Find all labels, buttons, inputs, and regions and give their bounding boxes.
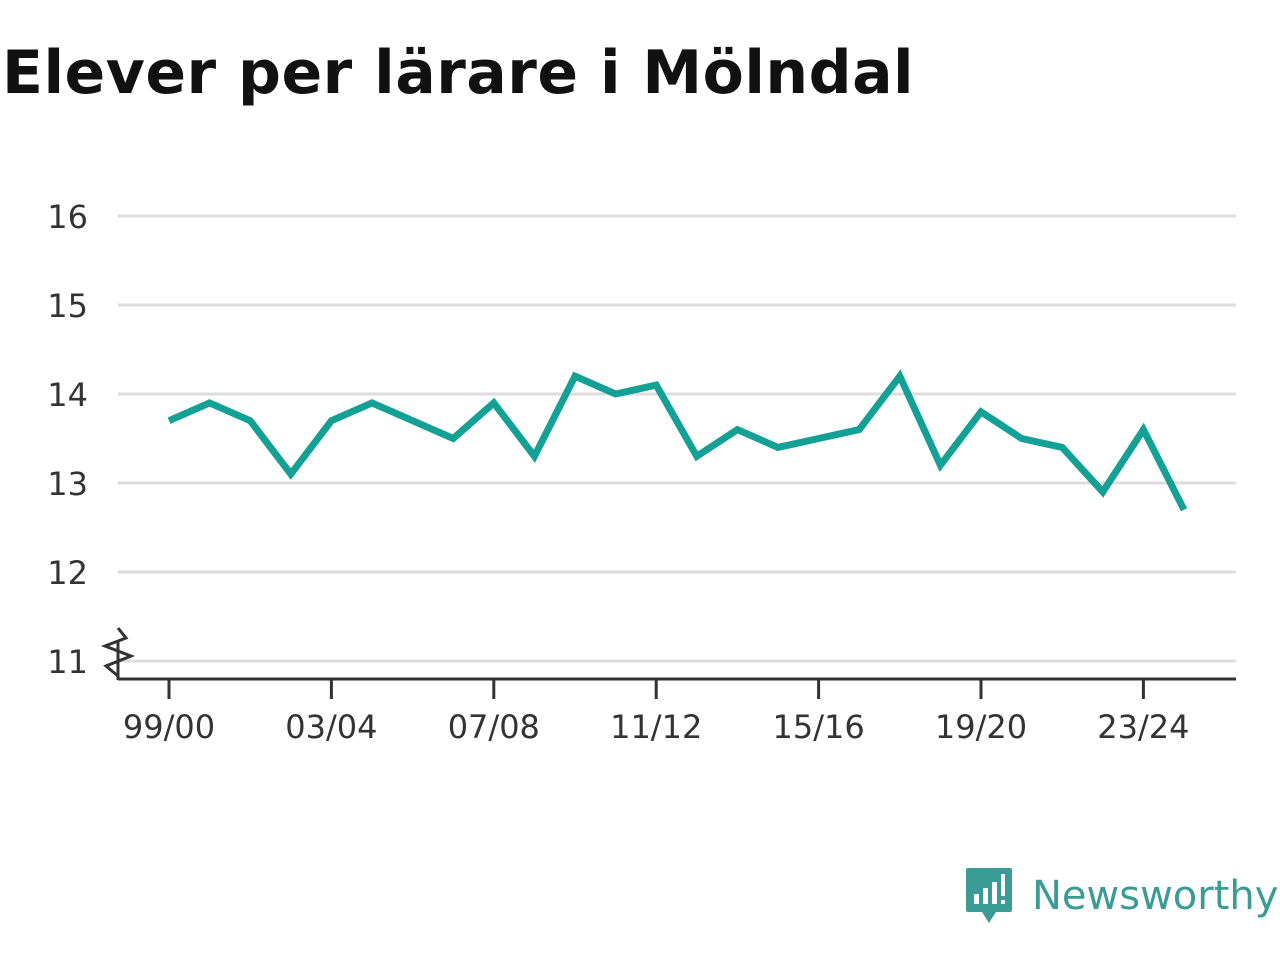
data-point bbox=[409, 417, 416, 424]
y-tick-label: 16 bbox=[47, 198, 88, 236]
x-tick-label: 07/08 bbox=[448, 708, 540, 746]
data-point bbox=[206, 399, 213, 406]
data-point bbox=[815, 435, 822, 442]
data-point bbox=[693, 453, 700, 460]
data-point bbox=[937, 462, 944, 469]
y-tick-label: 13 bbox=[47, 465, 88, 503]
series-layer bbox=[166, 369, 1188, 513]
y-tick-label: 11 bbox=[47, 643, 88, 681]
data-point bbox=[328, 417, 335, 424]
data-point bbox=[612, 391, 619, 398]
data-point bbox=[1181, 506, 1188, 513]
y-axis-labels: 11 12 13 14 15 16 bbox=[47, 198, 88, 681]
x-tick-label: 11/12 bbox=[610, 708, 702, 746]
gridlines bbox=[118, 214, 1236, 663]
axes bbox=[100, 627, 1236, 681]
y-tick-label: 15 bbox=[47, 287, 88, 325]
x-tick-label: 99/00 bbox=[123, 708, 215, 746]
data-point bbox=[775, 444, 782, 451]
data-point bbox=[531, 453, 538, 460]
data-point bbox=[1059, 444, 1066, 451]
newsworthy-logo-icon bbox=[966, 868, 1012, 923]
brand-name: Newsworthy bbox=[1032, 873, 1279, 919]
data-point bbox=[369, 399, 376, 406]
data-point bbox=[1099, 488, 1106, 495]
data-point bbox=[166, 417, 173, 424]
chart-title: Elever per lärare i Mölndal bbox=[2, 38, 915, 108]
x-tick-label: 15/16 bbox=[772, 708, 864, 746]
data-point bbox=[1018, 435, 1025, 442]
axis-break-icon bbox=[100, 627, 136, 678]
x-axis-labels: 99/00 03/04 07/08 11/12 15/16 19/20 23/24 bbox=[123, 679, 1190, 746]
x-tick-label: 19/20 bbox=[935, 708, 1027, 746]
data-point bbox=[856, 426, 863, 433]
data-point bbox=[1140, 426, 1147, 433]
data-point bbox=[247, 417, 254, 424]
x-tick-label: 23/24 bbox=[1097, 708, 1189, 746]
data-point bbox=[450, 435, 457, 442]
y-tick-label: 12 bbox=[47, 554, 88, 592]
data-point bbox=[896, 373, 903, 380]
y-tick-label: 14 bbox=[47, 376, 88, 414]
data-point bbox=[287, 471, 294, 478]
brand-logo: Newsworthy bbox=[964, 866, 1278, 926]
data-point bbox=[572, 373, 579, 380]
data-point bbox=[734, 426, 741, 433]
data-point bbox=[653, 382, 660, 389]
x-tick-label: 03/04 bbox=[285, 708, 377, 746]
series-line bbox=[167, 369, 1188, 512]
data-point bbox=[978, 408, 985, 415]
data-point bbox=[490, 399, 497, 406]
